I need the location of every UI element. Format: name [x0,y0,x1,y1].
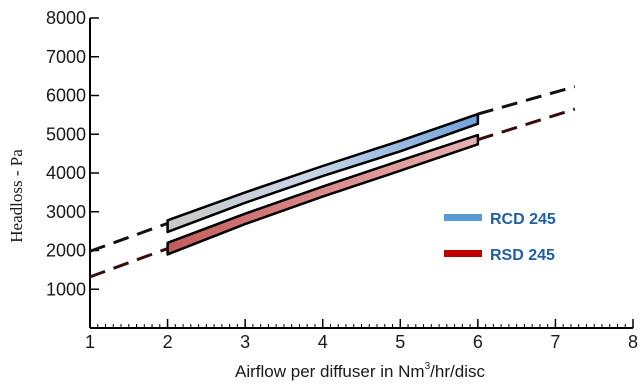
x-tick-label: 1 [85,332,95,352]
y-tick-label: 7000 [46,47,86,67]
legend: RCD 245 RSD 245 [444,211,556,264]
y-tick-label: 3000 [46,202,86,222]
x-tick-label: 6 [473,332,483,352]
dashed-line-right-rcd-245 [477,85,576,116]
x-axis-title: Airflow per diffuser in Nm3/hr/disc [235,361,485,381]
y-tick-label: 1000 [46,279,86,299]
x-tick-label: 5 [395,332,405,352]
x-tick-label: 2 [163,332,173,352]
x-tick-label: 3 [240,332,250,352]
x-axis-title-main: Airflow per diffuser in Nm [235,362,425,381]
legend-swatch [444,250,482,257]
x-axis-title-suffix: /hr/disc [430,362,485,381]
y-tick-label: 6000 [46,86,86,106]
x-axis-title-superscript: 3 [425,361,431,372]
y-tick-label: 8000 [46,8,86,28]
dashed-line-left-rsd-245 [89,247,169,279]
y-tick-label: 2000 [46,241,86,261]
legend-label: RSD 245 [490,247,555,264]
legend-swatch [444,214,482,221]
y-tick-label: 4000 [46,163,86,183]
y-tick-label: 5000 [46,124,86,144]
legend-label: RCD 245 [490,211,556,228]
band-rsd-245 [166,133,480,256]
dashed-line-left-rcd-245 [89,221,169,253]
dashed-line-right-rsd-245 [477,107,576,142]
y-axis-title: Headloss - Pa [7,149,26,243]
data-bands [166,112,480,256]
x-tick-label: 8 [628,332,638,352]
extrapolation-lines [89,85,576,279]
band-rcd-245 [166,112,480,234]
x-tick-label: 7 [550,332,560,352]
axes: 1 2 3 4 5 6 7 8 1000 2000 3000 4000 5000 6000 7000 8000 [46,8,638,352]
x-tick-label: 4 [318,332,328,352]
